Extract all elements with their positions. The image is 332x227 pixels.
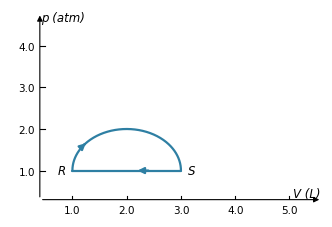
Text: p (atm): p (atm) xyxy=(41,12,85,25)
Text: R: R xyxy=(58,164,66,177)
Text: V (L): V (L) xyxy=(293,187,321,200)
Text: S: S xyxy=(188,164,195,177)
